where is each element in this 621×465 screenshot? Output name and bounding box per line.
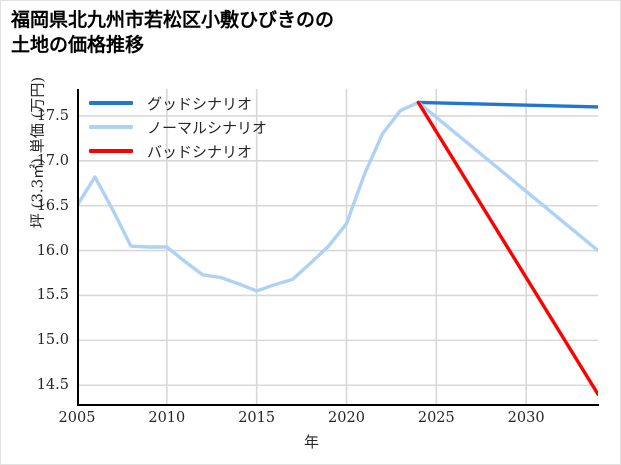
x-axis-spine <box>77 404 599 406</box>
legend-item[interactable]: ノーマルシナリオ <box>89 115 319 139</box>
x-tick-label: 2005 <box>58 410 96 426</box>
y-tick-label: 17.0 <box>36 152 69 169</box>
plot-area <box>77 89 598 405</box>
gridlines <box>77 89 598 405</box>
page-title: 福岡県北九州市若松区小敷ひびきのの 土地の価格推移 <box>11 10 335 56</box>
y-tick-label: 14.5 <box>36 377 69 394</box>
legend-swatch-icon <box>89 125 133 129</box>
y-tick-label: 15.5 <box>36 287 69 304</box>
legend-label: ノーマルシナリオ <box>147 118 268 137</box>
series-line <box>416 100 598 396</box>
y-tick-label: 16.0 <box>36 242 69 259</box>
chart-legend: グッドシナリオ ノーマルシナリオ バッドシナリオ <box>89 91 319 163</box>
legend-swatch-icon <box>89 149 133 153</box>
x-tick-label: 2010 <box>148 410 186 426</box>
y-tick-label: 16.5 <box>36 197 69 214</box>
legend-label: グッドシナリオ <box>147 94 253 113</box>
series-line <box>77 100 598 293</box>
x-tick-label: 2025 <box>417 410 455 426</box>
y-tick-label: 15.0 <box>36 332 69 349</box>
plot-svg <box>77 89 598 405</box>
y-axis-label: 坪 (3.3㎡) 単価 (万円) <box>28 76 47 229</box>
x-tick-label: 2030 <box>507 410 545 426</box>
legend-item[interactable]: バッドシナリオ <box>89 139 319 163</box>
legend-swatch-icon <box>89 101 133 105</box>
legend-item[interactable]: グッドシナリオ <box>89 91 319 115</box>
series-line <box>416 100 598 109</box>
x-tick-label: 2015 <box>238 410 276 426</box>
legend-label: バッドシナリオ <box>147 142 253 161</box>
y-tick-label: 17.5 <box>36 107 69 124</box>
x-axis-label: 年 <box>303 433 319 451</box>
y-axis-spine <box>77 89 79 406</box>
x-tick-label: 2020 <box>328 410 365 426</box>
series-lines <box>77 100 598 396</box>
